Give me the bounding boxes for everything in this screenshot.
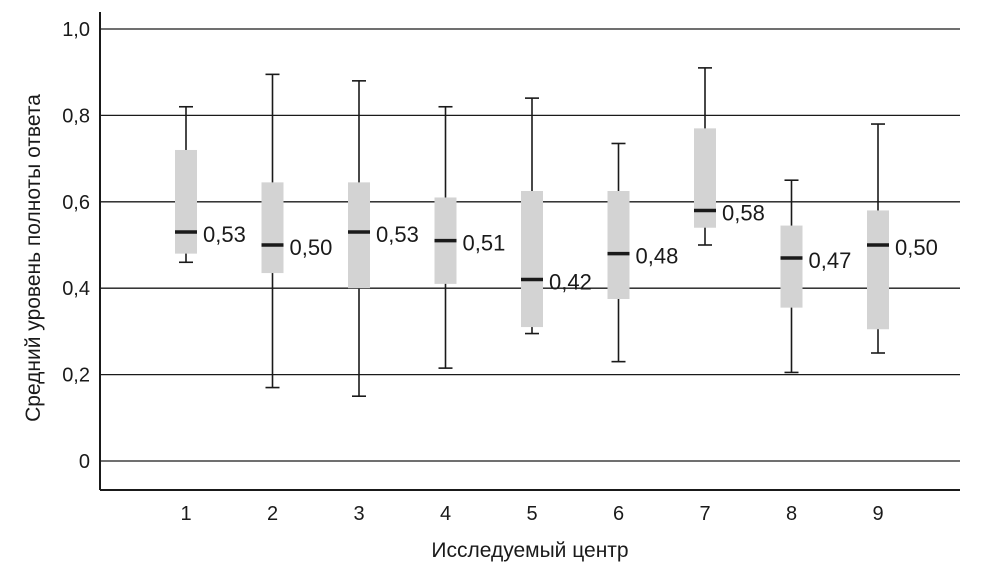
median-value-label: 0,50 bbox=[290, 235, 333, 260]
iqr-box bbox=[175, 149, 197, 254]
y-axis-title: Средний уровень полноты ответа bbox=[22, 94, 45, 422]
iqr-box bbox=[261, 182, 284, 274]
x-axis-title: Исследуемый центр bbox=[431, 539, 628, 562]
box-group: 0,42 bbox=[521, 97, 592, 335]
box-group: 0,51 bbox=[434, 105, 506, 369]
x-tick-label: 6 bbox=[613, 503, 624, 525]
median-value-label: 0,50 bbox=[895, 235, 938, 260]
box-group: 0,47 bbox=[780, 179, 852, 374]
iqr-box bbox=[694, 128, 716, 228]
box-group: 0,50 bbox=[261, 73, 333, 389]
box-group: 0,58 bbox=[694, 67, 765, 246]
median-value-label: 0,47 bbox=[809, 248, 852, 273]
y-tick-label: 1,0 bbox=[62, 19, 90, 41]
iqr-box bbox=[521, 191, 543, 328]
x-tick-label: 1 bbox=[180, 503, 191, 525]
y-tick-label: 0,2 bbox=[62, 365, 90, 387]
box-group: 0,53 bbox=[348, 80, 419, 398]
x-tick-label: 4 bbox=[440, 503, 451, 525]
x-tick-label: 8 bbox=[786, 503, 797, 525]
median-value-label: 0,53 bbox=[203, 222, 246, 247]
iqr-box bbox=[348, 182, 370, 289]
y-tick-label: 0 bbox=[79, 451, 90, 473]
x-tick-label: 7 bbox=[699, 503, 710, 525]
median-value-label: 0,53 bbox=[376, 222, 419, 247]
box-series: 0,53 0,50 0,53 0,51 0,42 0,48 0,58 0,47 0,50 bbox=[175, 67, 938, 398]
y-tick-label: 0,4 bbox=[62, 278, 90, 300]
median-value-label: 0,48 bbox=[636, 244, 679, 269]
x-tick-label: 9 bbox=[872, 503, 883, 525]
y-tick-label: 0,6 bbox=[62, 192, 90, 214]
x-tick-label: 3 bbox=[353, 503, 364, 525]
iqr-box bbox=[780, 225, 803, 308]
median-value-label: 0,58 bbox=[722, 200, 765, 225]
median-value-label: 0,51 bbox=[463, 231, 506, 256]
y-tick-label: 0,8 bbox=[62, 105, 90, 127]
box-group: 0,53 bbox=[175, 105, 246, 264]
x-tick-label: 2 bbox=[267, 503, 278, 525]
median-value-label: 0,42 bbox=[549, 270, 592, 295]
box-group: 0,48 bbox=[607, 142, 679, 363]
iqr-box bbox=[607, 191, 630, 299]
iqr-box bbox=[867, 210, 889, 330]
x-tick-label: 5 bbox=[526, 503, 537, 525]
y-tick-labels: 0 0,2 0,4 0,6 0,8 1,0 bbox=[62, 19, 90, 473]
box-group: 0,50 bbox=[867, 123, 938, 354]
x-tick-labels: 1 2 3 4 5 6 7 8 9 bbox=[180, 503, 883, 525]
